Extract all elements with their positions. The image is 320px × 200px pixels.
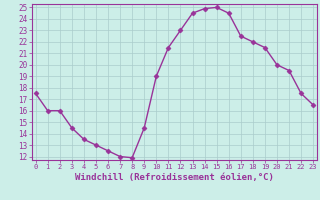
X-axis label: Windchill (Refroidissement éolien,°C): Windchill (Refroidissement éolien,°C) <box>75 173 274 182</box>
